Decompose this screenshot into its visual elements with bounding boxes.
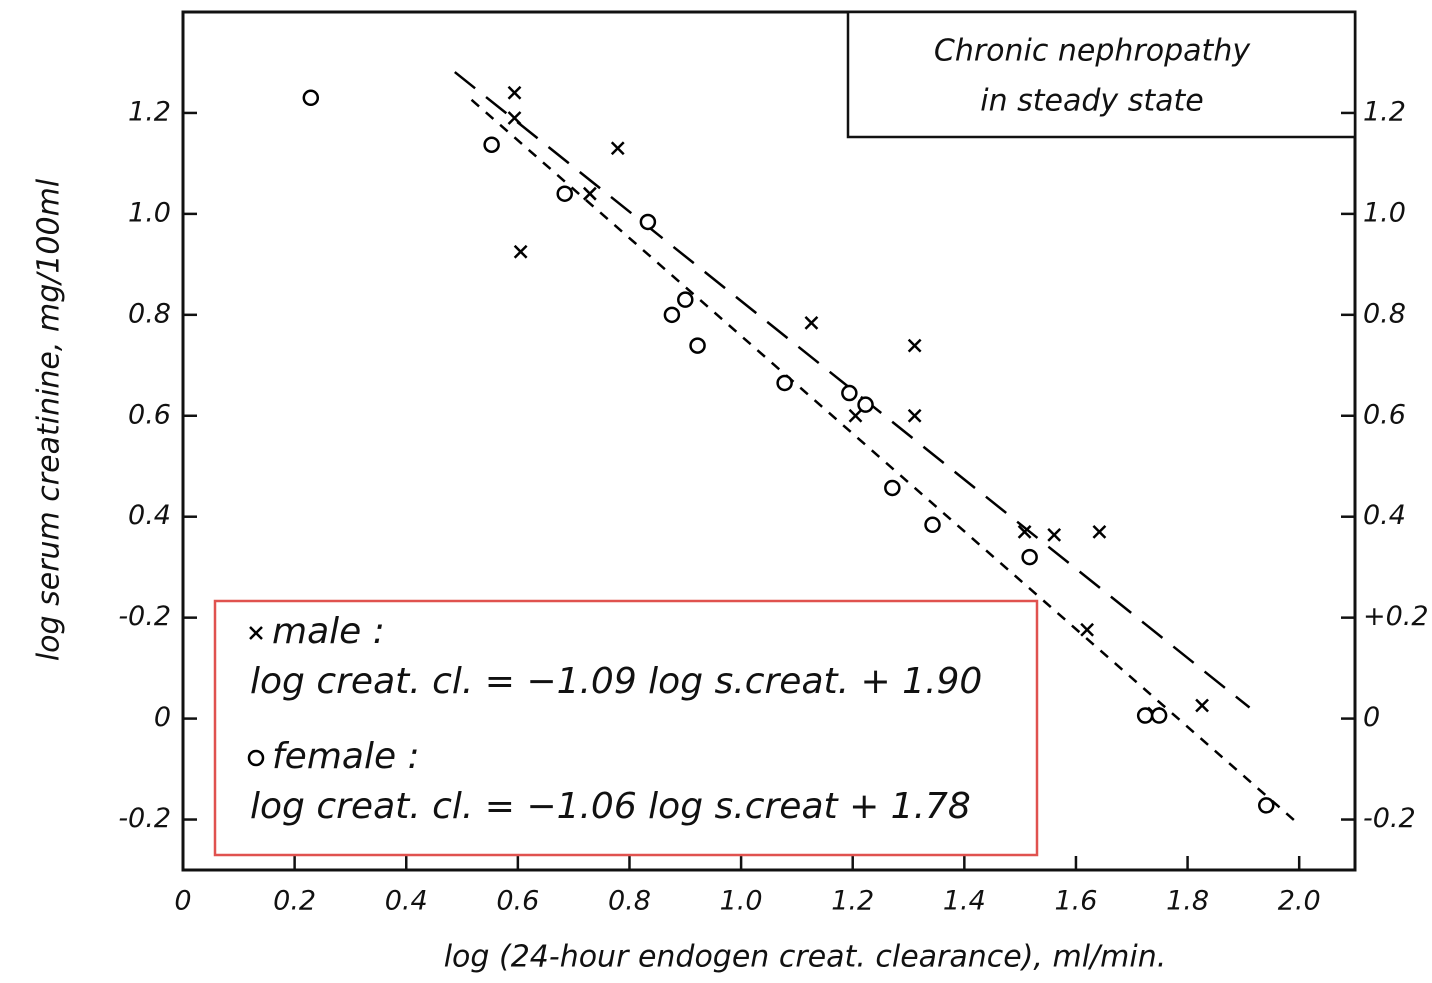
legend-equation: log creat. cl. = −1.06 log s.creat + 1.7… — [250, 786, 971, 827]
x-axis-label: log (24-hour endogen creat. clearance), … — [444, 940, 1167, 975]
point — [907, 338, 922, 353]
point-stroke — [907, 408, 922, 423]
point — [663, 306, 681, 324]
point — [1080, 622, 1094, 637]
y-axis-label: log serum creatinine, mg/100ml — [32, 178, 67, 661]
point — [1150, 707, 1168, 724]
fit-line — [470, 98, 1301, 826]
x-tick-label: 0.4 — [385, 886, 428, 917]
point-stroke — [582, 186, 597, 201]
point — [1258, 797, 1275, 814]
point — [249, 626, 263, 640]
y-tick-label: 0.4 — [128, 500, 171, 531]
point — [247, 749, 265, 767]
point — [924, 516, 941, 534]
point-stroke — [610, 141, 625, 156]
point-stroke — [513, 244, 528, 259]
point-stroke — [848, 408, 863, 423]
point — [689, 337, 706, 354]
y2-tick-label: 1.2 — [1363, 96, 1406, 127]
annotation: in steady state — [980, 84, 1203, 119]
y2-tick-label: -0.2 — [1363, 803, 1416, 834]
x-tick-label: 0 — [174, 886, 191, 917]
point — [776, 374, 793, 392]
point — [884, 479, 901, 497]
point — [841, 384, 858, 402]
point — [1092, 524, 1107, 539]
legend-equation: log creat. cl. = −1.09 log s.creat. + 1.… — [250, 661, 982, 702]
y-tick-label: 1.0 — [128, 197, 171, 228]
point — [1195, 698, 1209, 713]
point — [483, 136, 500, 153]
point-stroke — [1080, 622, 1094, 637]
point — [302, 89, 320, 107]
point-stroke — [507, 111, 522, 125]
y-tick-label: -0.2 — [118, 803, 171, 834]
point-stroke — [507, 85, 522, 100]
legend-label: female : — [272, 736, 420, 777]
point — [804, 316, 819, 330]
x-tick-label: 0.6 — [496, 886, 539, 917]
point-stroke — [1047, 527, 1062, 542]
point — [610, 141, 625, 156]
point — [556, 185, 573, 202]
point-stroke — [1092, 524, 1107, 539]
point-stroke — [1017, 524, 1032, 539]
point-stroke — [804, 316, 819, 330]
point-stroke — [249, 626, 263, 640]
y-tick-label: 0.8 — [128, 298, 171, 329]
x-tick-label: 0.2 — [273, 886, 316, 917]
point — [507, 111, 522, 125]
point — [507, 85, 522, 100]
y2-tick-label: 0 — [1363, 702, 1380, 733]
y-tick-label: 0 — [154, 702, 171, 733]
plot-frame — [181, 10, 1357, 872]
point — [1047, 527, 1062, 542]
x-tick-label: 1.8 — [1166, 886, 1209, 917]
x-tick-label: 1.4 — [943, 886, 986, 917]
point — [907, 408, 922, 423]
point — [1017, 524, 1032, 539]
y-tick-label: -0.2 — [118, 601, 171, 632]
fit-line — [454, 71, 1251, 709]
point — [582, 186, 597, 201]
y2-tick-label: 0.6 — [1363, 399, 1406, 430]
y2-tick-label: 1.0 — [1363, 197, 1406, 228]
annotation-box — [846, 10, 1357, 139]
y2-tick-label: 0.4 — [1363, 500, 1406, 531]
x-tick-label: 1.6 — [1054, 886, 1097, 917]
x-tick-label: 1.0 — [720, 886, 763, 917]
point — [1021, 548, 1038, 566]
point — [639, 213, 657, 231]
point-stroke — [907, 338, 922, 353]
y2-tick-label: 0.8 — [1363, 298, 1406, 329]
x-tick-label: 1.2 — [831, 886, 874, 917]
point — [1136, 707, 1154, 724]
point — [848, 408, 863, 423]
point — [857, 396, 874, 413]
x-tick-label: 2.0 — [1278, 886, 1321, 917]
legend-box — [213, 599, 1039, 857]
legend-label: male : — [272, 611, 385, 652]
y-tick-label: 0.6 — [128, 399, 171, 430]
annotation: Chronic nephropathy — [934, 34, 1251, 69]
point — [513, 244, 528, 259]
y-tick-label: 1.2 — [128, 96, 171, 127]
y2-tick-label: +0.2 — [1363, 601, 1429, 632]
x-tick-label: 0.8 — [608, 886, 651, 917]
point — [677, 291, 694, 308]
point-stroke — [1195, 698, 1209, 713]
